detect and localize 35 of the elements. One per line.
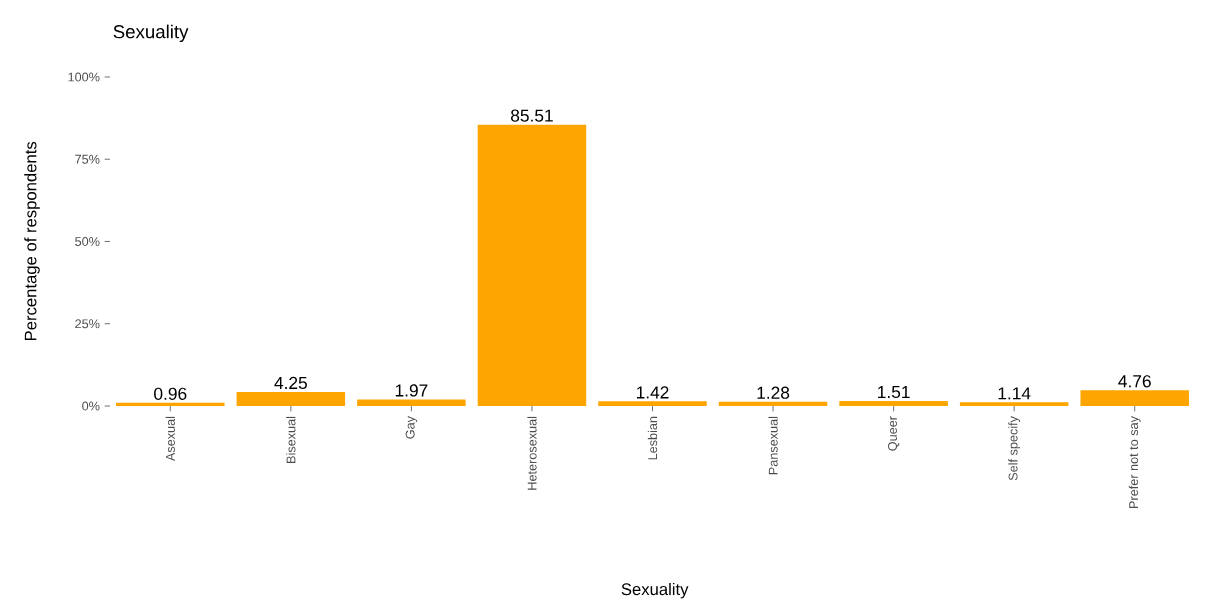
data-label: 85.51 [511,109,553,122]
x-tick-label: Heterosexual [527,416,537,490]
data-label: 4.76 [1118,375,1151,388]
y-tick-label: 50% [75,237,100,246]
x-tick-label: Gay [405,416,418,439]
data-label: 1.14 [998,387,1031,400]
data-label: 1.51 [878,386,910,399]
bar [959,402,1069,406]
data-label: 0.96 [154,387,187,400]
y-tick-label: 25% [75,319,100,329]
x-tick-label: Queer [887,416,900,451]
x-tick-label: Pansexual [768,416,778,475]
x-tick-label: Self specify [1008,416,1021,481]
y-tick-label: 75% [75,154,100,164]
x-tick-label: Asexual [165,416,175,462]
bar [839,401,948,406]
x-axis-title: Sexuality [621,582,689,599]
data-label: 1.42 [636,386,669,399]
bar [718,401,828,406]
bar [116,402,225,406]
bar [357,399,466,406]
bar [1080,390,1189,406]
bar [477,124,587,406]
data-label: 1.97 [395,384,428,397]
data-label: 4.25 [274,376,307,390]
bar [598,401,707,406]
x-tick-label: Bisexual [286,416,296,463]
y-axis-title: Percentage of respondents [24,141,40,341]
y-tick-label: 0% [82,401,100,411]
x-tick-label: Prefer not to say [1128,416,1141,508]
y-tick-label: 100% [68,72,100,82]
chart-title: Sexuality [113,24,189,43]
x-tick-label: Lesbian [647,416,658,460]
data-label: 1.28 [757,386,790,399]
bar [236,392,346,406]
